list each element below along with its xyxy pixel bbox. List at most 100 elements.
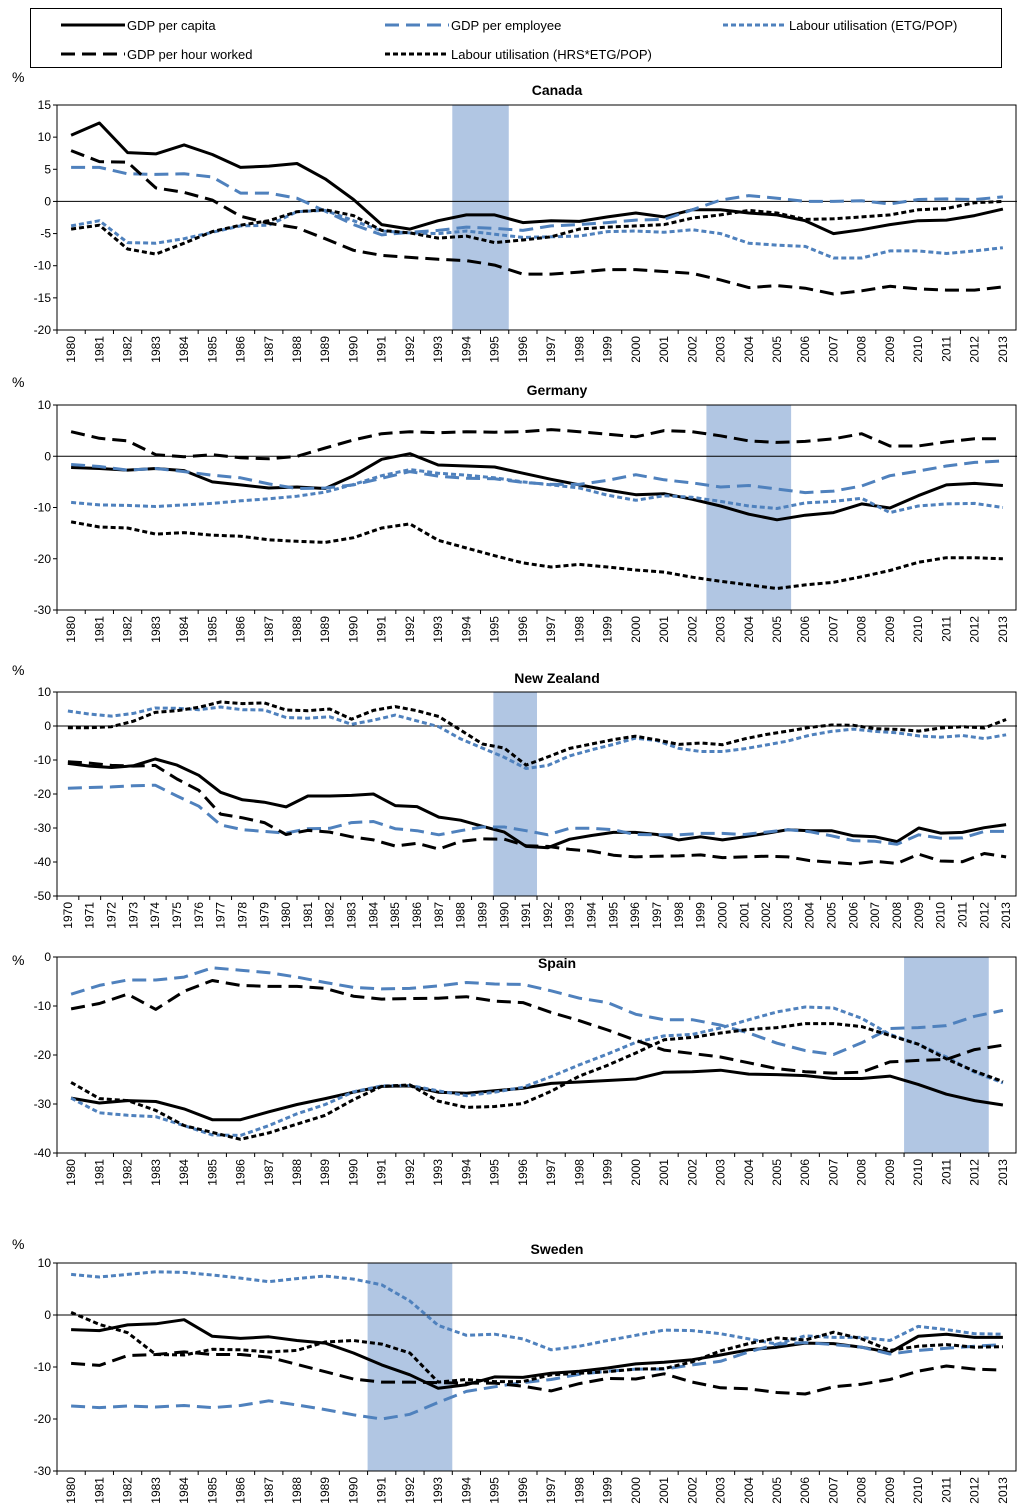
sweden-x-tick-label: 2012 bbox=[968, 1477, 982, 1504]
canada-series-gdp-per-capita bbox=[70, 121, 1004, 236]
canada-x-tick-label: 2005 bbox=[770, 336, 784, 363]
germany-x-tick-label: 1985 bbox=[205, 616, 219, 643]
germany-x-tick-label: 2006 bbox=[798, 616, 812, 643]
canada-y-tick-label: -20 bbox=[34, 323, 52, 337]
canada-y-tick-label: 5 bbox=[44, 162, 51, 176]
sweden-x-tick-label: 2007 bbox=[826, 1477, 840, 1504]
sweden-series-gdp-per-employee bbox=[71, 1341, 1003, 1421]
spain-x-tick-label: 2004 bbox=[742, 1159, 756, 1186]
new-zealand-x-tick-label: 2013 bbox=[999, 902, 1013, 929]
legend-item-labour-utilisation-etg: Labour utilisation (ETG/POP) bbox=[723, 15, 957, 35]
canada-x-tick-label: 2009 bbox=[883, 336, 897, 363]
germany-x-tick-label: 2000 bbox=[629, 616, 643, 643]
spain-x-tick-label: 1985 bbox=[205, 1159, 219, 1186]
canada-y-tick-label: 15 bbox=[38, 98, 52, 112]
new-zealand-y-tick-label: -20 bbox=[34, 787, 52, 801]
germany-series-labour-utilisation-etg-pop bbox=[70, 468, 1004, 515]
new-zealand-x-tick-label: 1991 bbox=[519, 902, 533, 929]
canada-x-tick-label: 2002 bbox=[685, 336, 699, 363]
germany-x-tick-label: 2013 bbox=[996, 616, 1010, 643]
new-zealand-x-tick-label: 1990 bbox=[497, 902, 511, 929]
sweden-plot-frame bbox=[56, 1262, 1017, 1472]
new-zealand-x-tick-label: 2005 bbox=[825, 902, 839, 929]
canada-x-tick-label: 1998 bbox=[572, 336, 586, 363]
germany-series-gdp-per-hour-worked bbox=[70, 428, 1003, 461]
new-zealand-x-tick-label: 1999 bbox=[694, 902, 708, 929]
sweden-x-tick-label: 1987 bbox=[262, 1477, 276, 1504]
legend-swatch-dash-blue-icon bbox=[385, 23, 449, 27]
new-zealand-x-tick-label: 2009 bbox=[912, 902, 926, 929]
germany-y-tick-label: 10 bbox=[38, 398, 52, 412]
germany-x-tick-label: 1987 bbox=[262, 616, 276, 643]
germany-x-tick-label: 1986 bbox=[234, 616, 248, 643]
canada-x-tick-label: 2007 bbox=[826, 336, 840, 363]
canada-x-tick-label: 1994 bbox=[459, 336, 473, 363]
germany-x-tick-label: 2012 bbox=[968, 616, 982, 643]
canada-series-labour-utilisation-hrs-etg-pop bbox=[70, 199, 1003, 256]
sweden-x-tick-label: 2009 bbox=[883, 1477, 897, 1504]
germany-y-tick-label: -30 bbox=[34, 603, 52, 617]
canada-chart-title: Canada bbox=[532, 82, 583, 98]
germany-plot-frame bbox=[56, 404, 1017, 611]
spain-x-tick-label: 1981 bbox=[92, 1159, 106, 1186]
spain-x-tick-label: 1986 bbox=[234, 1159, 248, 1186]
new-zealand-y-tick-label: -50 bbox=[34, 889, 52, 903]
canada-x-tick-label: 2001 bbox=[657, 336, 671, 363]
new-zealand-chart-title: New Zealand bbox=[514, 670, 600, 686]
sweden-x-tick-label: 1989 bbox=[318, 1477, 332, 1504]
sweden-y-tick-label: -20 bbox=[34, 1412, 52, 1426]
new-zealand-x-tick-label: 1994 bbox=[585, 902, 599, 929]
new-zealand-x-tick-label: 1982 bbox=[323, 902, 337, 929]
legend-label: GDP per capita bbox=[127, 17, 216, 33]
sweden-x-tick-label: 1980 bbox=[64, 1477, 78, 1504]
new-zealand-x-tick-label: 2008 bbox=[890, 902, 904, 929]
new-zealand-x-tick-label: 2004 bbox=[803, 902, 817, 929]
sweden-x-tick-label: 1988 bbox=[290, 1477, 304, 1504]
spain-y-tick-label: -20 bbox=[34, 1048, 52, 1062]
new-zealand-y-tick-label: -30 bbox=[34, 821, 52, 835]
spain-x-tick-label: 2013 bbox=[996, 1159, 1010, 1186]
germany-x-tick-label: 2001 bbox=[657, 616, 671, 643]
germany-x-tick-label: 1989 bbox=[318, 616, 332, 643]
germany-x-tick-label: 1990 bbox=[346, 616, 360, 643]
canada-series-gdp-per-employee bbox=[71, 165, 1004, 237]
canada-x-tick-label: 2004 bbox=[742, 336, 756, 363]
germany-y-tick-label: -20 bbox=[34, 552, 52, 566]
new-zealand-x-tick-label: 1992 bbox=[541, 902, 555, 929]
canada-x-tick-label: 2006 bbox=[798, 336, 812, 363]
canada-x-tick-label: 1982 bbox=[121, 336, 135, 363]
legend-swatch-solid-black-icon bbox=[61, 23, 125, 27]
sweden-x-tick-label: 1983 bbox=[149, 1477, 163, 1504]
spain-series-gdp-per-employee bbox=[70, 966, 1004, 1056]
new-zealand-x-tick-label: 1981 bbox=[301, 902, 315, 929]
canada-x-tick-label: 1996 bbox=[516, 336, 530, 363]
new-zealand-y-tick-label: -40 bbox=[34, 855, 52, 869]
germany-x-tick-label: 1984 bbox=[177, 616, 191, 643]
new-zealand-x-tick-label: 1996 bbox=[628, 902, 642, 929]
sweden-y-tick-label: 10 bbox=[38, 1256, 52, 1270]
canada-series-gdp-per-hour-worked bbox=[70, 149, 1004, 296]
spain-y-unit-label: % bbox=[12, 952, 24, 968]
canada-y-tick-label: -5 bbox=[40, 227, 51, 241]
canada-x-tick-label: 1986 bbox=[234, 336, 248, 363]
new-zealand-x-tick-label: 1983 bbox=[345, 902, 359, 929]
spain-x-tick-label: 1996 bbox=[516, 1159, 530, 1186]
spain-x-tick-label: 1999 bbox=[601, 1159, 615, 1186]
sweden-x-tick-label: 1985 bbox=[205, 1477, 219, 1504]
germany-x-tick-label: 2008 bbox=[855, 616, 869, 643]
new-zealand-x-tick-label: 2011 bbox=[955, 902, 969, 928]
canada-x-tick-label: 1995 bbox=[488, 336, 502, 363]
canada-y-unit-label: % bbox=[12, 69, 24, 85]
germany-x-tick-label: 2004 bbox=[742, 616, 756, 643]
sweden-series-gdp-per-capita bbox=[71, 1318, 1003, 1390]
canada-x-tick-label: 1984 bbox=[177, 336, 191, 363]
new-zealand-x-tick-label: 1986 bbox=[410, 902, 424, 929]
spain-x-tick-label: 1987 bbox=[262, 1159, 276, 1186]
spain-x-tick-label: 2006 bbox=[798, 1159, 812, 1186]
canada-x-tick-label: 1993 bbox=[431, 336, 445, 363]
sweden-x-tick-label: 1991 bbox=[375, 1477, 389, 1504]
sweden-x-tick-label: 2003 bbox=[714, 1477, 728, 1504]
new-zealand-y-tick-label: 0 bbox=[44, 719, 51, 733]
spain-y-tick-label: -40 bbox=[34, 1146, 52, 1160]
